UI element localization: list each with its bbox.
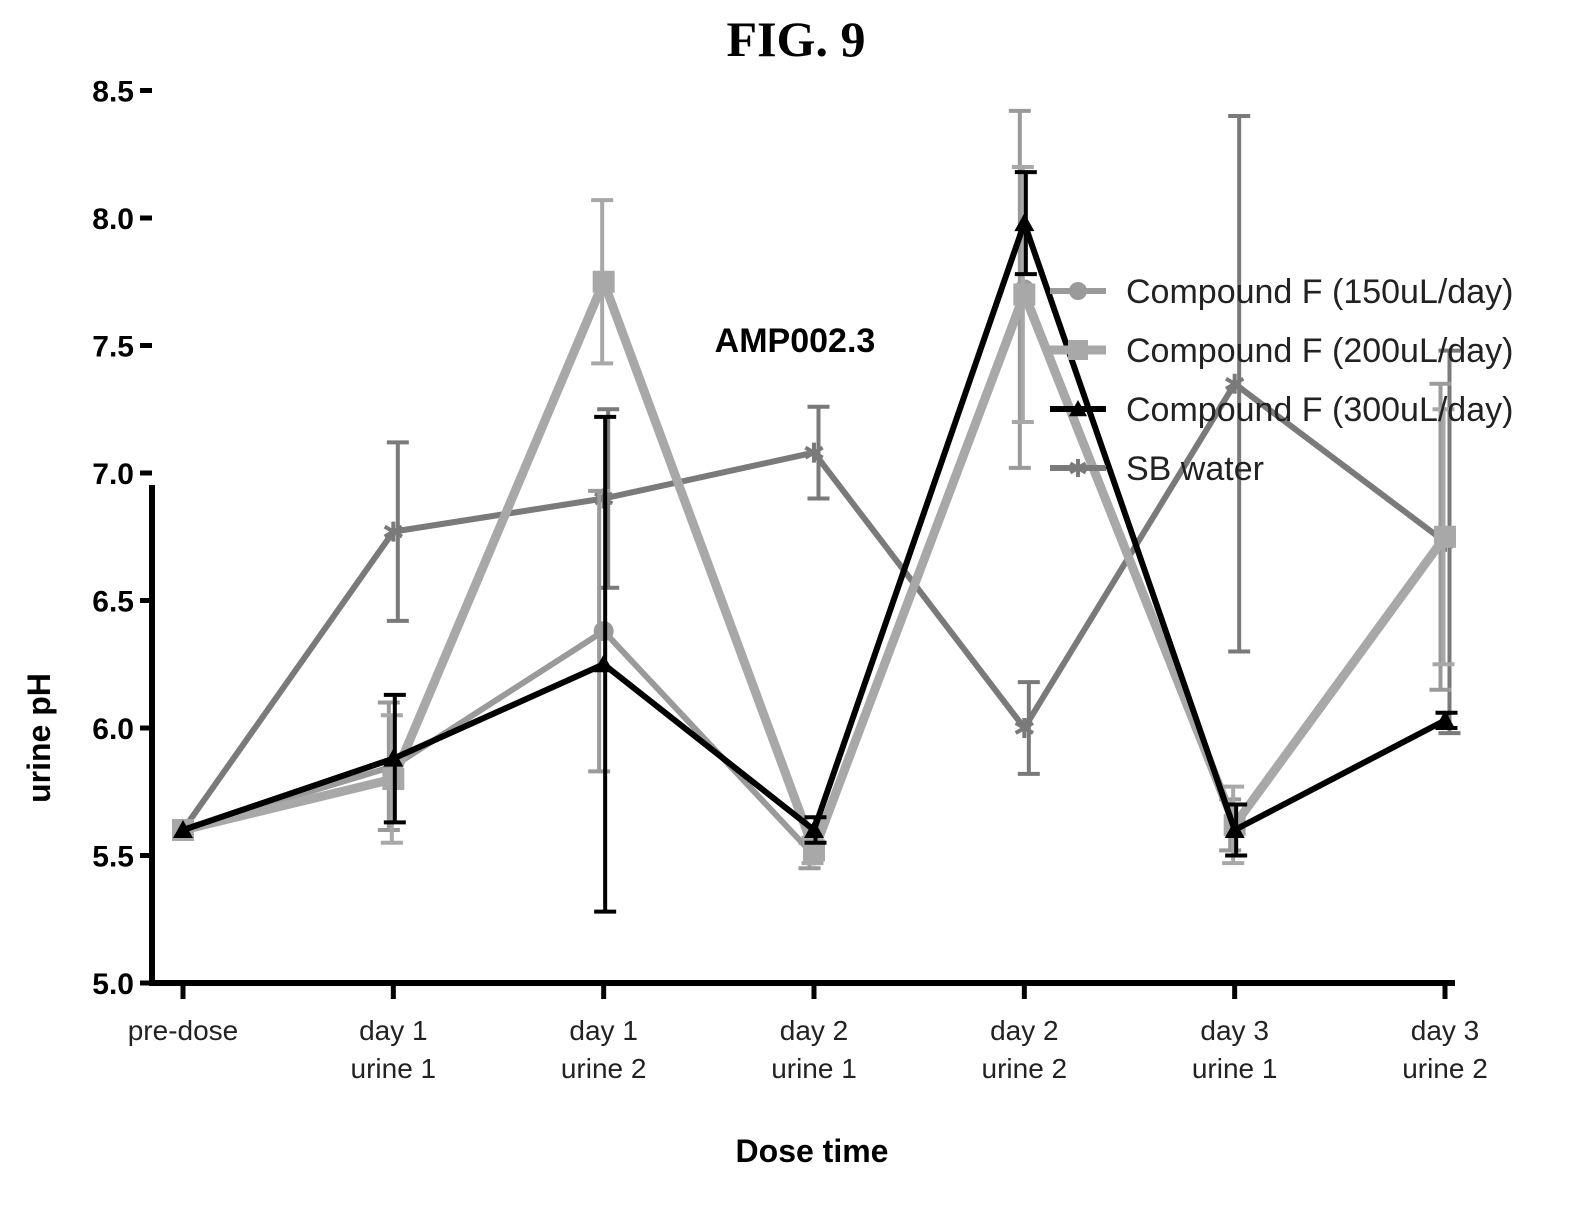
series-line	[182, 220, 1447, 833]
series-1	[173, 108, 1455, 871]
data-point	[383, 748, 404, 767]
error-bar	[1017, 680, 1040, 776]
y-tick-label: 6.5	[92, 586, 134, 619]
data-point	[1225, 373, 1245, 394]
legend-swatch-marker	[1069, 282, 1087, 300]
series-line	[182, 286, 1448, 859]
series-2	[172, 165, 1456, 866]
x-tick-label: pre-dose	[128, 1015, 239, 1046]
chart-title: AMP002.3	[715, 322, 876, 360]
axes	[149, 485, 1455, 986]
y-axis-ticks: 5.0 5.5 6.0 6.5 7.0 7.5 8.0 8.5	[92, 76, 152, 1001]
x-tick-label: day 2 urine 2	[982, 1015, 1068, 1084]
legend-item: SB water	[1050, 450, 1264, 488]
legend-item: Compound F (150uL/day)	[1050, 273, 1513, 311]
legend-label: SB water	[1126, 450, 1264, 488]
series-3	[173, 170, 1458, 914]
legend-swatch-marker	[1069, 400, 1087, 417]
data-point	[592, 270, 615, 293]
x-axis-ticks: pre-dose day 1 urine 1 day 1 urine 2 day 2 uri…	[128, 983, 1488, 1084]
data-point	[593, 654, 614, 673]
data-point	[383, 521, 403, 542]
x-tick-label: day 2 urine 1	[771, 1015, 857, 1084]
legend-swatch-marker	[1068, 340, 1088, 360]
legend-label: Compound F (200uL/day)	[1126, 332, 1513, 370]
x-tick-label: day 3 urine 2	[1402, 1015, 1488, 1084]
y-tick-label: 8.5	[92, 76, 134, 109]
data-point	[803, 839, 825, 862]
y-axis-title: urine pH	[21, 673, 57, 803]
data-point	[1435, 710, 1455, 729]
y-tick-label: 7.5	[92, 331, 134, 364]
legend-label: Compound F (300uL/day)	[1126, 391, 1513, 429]
x-axis-title: Dose time	[736, 1133, 889, 1169]
error-bar	[807, 404, 830, 501]
y-tick-label: 8.0	[92, 203, 134, 236]
data-point	[1014, 718, 1034, 738]
data-point	[1224, 820, 1245, 838]
plot-area	[172, 108, 1461, 914]
figure-label: FIG. 9	[726, 11, 866, 67]
x-tick-label: day 1 urine 2	[561, 1015, 647, 1084]
data-point	[1014, 213, 1035, 232]
data-point	[804, 442, 824, 463]
legend-item: Compound F (200uL/day)	[1050, 332, 1513, 370]
legend-item: Compound F (300uL/day)	[1050, 391, 1513, 429]
y-tick-label: 6.0	[92, 713, 134, 746]
data-point	[1434, 525, 1456, 548]
y-tick-label: 5.5	[92, 841, 134, 874]
y-tick-label: 7.0	[92, 458, 134, 491]
x-tick-label: day 1 urine 1	[351, 1015, 437, 1084]
legend-label: Compound F (150uL/day)	[1126, 273, 1513, 311]
legend: Compound F (150uL/day) Compound F (200uL/…	[1050, 273, 1513, 488]
y-tick-label: 5.0	[92, 968, 134, 1001]
data-point	[1013, 283, 1036, 306]
data-point	[804, 820, 824, 838]
data-point	[173, 820, 193, 838]
series-4	[173, 114, 1461, 840]
x-tick-label: day 3 urine 1	[1192, 1015, 1278, 1084]
legend-swatch-marker	[1069, 459, 1087, 477]
